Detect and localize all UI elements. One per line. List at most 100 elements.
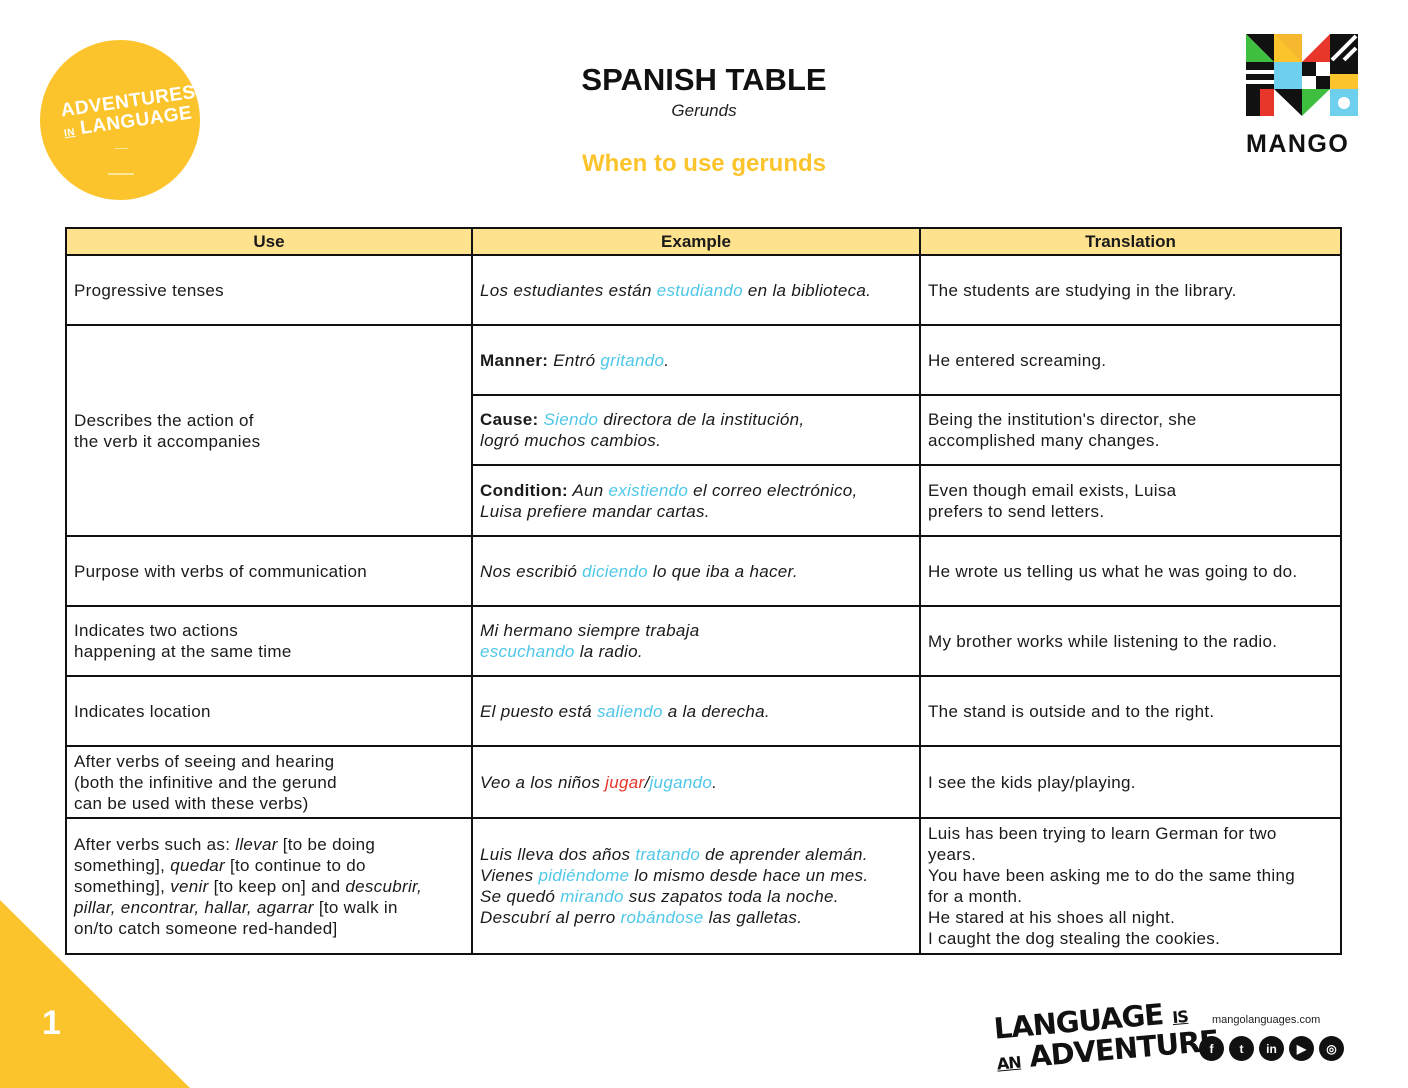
text-segment: [to continue to do something], — [74, 855, 366, 896]
gerund-text: escuchando — [480, 642, 575, 661]
instagram-icon[interactable]: ◎ — [1319, 1036, 1344, 1061]
text-segment: [to keep on] and — [208, 876, 346, 896]
text-segment: llevar — [235, 834, 278, 854]
translation-cell: My brother works while listening to the … — [919, 605, 1342, 677]
gerunds-table: Use Example Translation Progressive tens… — [65, 227, 1342, 955]
text-segment: Indicates two actions happening at the s… — [74, 621, 292, 661]
text-segment: [to be doing something], — [74, 834, 376, 875]
gerund-text: gritando — [600, 350, 665, 370]
text-segment: venir — [170, 876, 209, 896]
table-row: Indicates location El puesto está saliend… — [65, 675, 1342, 747]
table-row: Indicates two actions happening at the s… — [65, 605, 1342, 677]
infinitive-text: jugar — [605, 772, 645, 792]
text-segment: de aprender alemán. Vienes — [480, 845, 868, 885]
text-segment: la radio. — [574, 642, 643, 661]
text-segment: lo que iba a hacer. — [647, 561, 798, 581]
text-segment: quedar — [170, 855, 225, 875]
page-subtitle: Gerunds — [671, 101, 737, 120]
gerund-text: estudiando — [656, 280, 743, 300]
text-segment: El puesto está — [480, 701, 597, 721]
gerund-text: jugando — [649, 772, 713, 792]
table-row: Purpose with verbs of communication Nos e… — [65, 535, 1342, 607]
translation-cell: Luis has been trying to learn German for… — [919, 817, 1342, 955]
table-row: After verbs such as: llevar [to be doing… — [65, 817, 1342, 955]
table-row: Condition: Aun existiendo el correo elec… — [66, 464, 1342, 537]
translation-cell: He wrote us telling us what he was going… — [919, 535, 1342, 607]
example-cell: Nos escribió diciendo lo que iba a hacer… — [471, 535, 921, 607]
translation-cell: He entered screaming. — [919, 324, 1342, 396]
text-segment: Progressive tenses — [74, 280, 224, 300]
adventures-in-language-logo: ADVENTURES IN LANGUAGE — [40, 40, 200, 200]
mango-wordmark: MANGO — [1246, 130, 1350, 158]
text-segment: lo mismo desde hace un mes. Se quedó — [480, 866, 869, 906]
website-link[interactable]: mangolanguages.com — [1212, 1014, 1321, 1026]
translation-cell: The stand is outside and to the right. — [919, 675, 1342, 747]
text-segment: a la derecha. — [662, 701, 770, 721]
text-segment: . — [712, 772, 718, 792]
text-segment: Los estudiantes están — [480, 280, 657, 300]
use-cell: Indicates two actions happening at the s… — [65, 605, 473, 677]
linkedin-icon[interactable]: in — [1259, 1036, 1284, 1061]
text-segment: After verbs of seeing and hearing (both … — [74, 751, 337, 813]
text-segment: . — [664, 350, 670, 370]
text-segment: en la biblioteca. — [742, 280, 872, 300]
text-segment: Describes the action of the verb it acco… — [74, 410, 261, 451]
table-header-row: Use Example Translation — [65, 227, 1342, 256]
table-row: Cause: Siendo directora de la institució… — [66, 394, 1342, 466]
gerund-text: saliendo — [596, 701, 663, 721]
page-title: SPANISH TABLE — [581, 62, 827, 97]
label-text: Cause: — [480, 410, 539, 429]
table-row: After verbs of seeing and hearing (both … — [65, 745, 1342, 819]
text-segment: [to walk in on/to catch someone red-hand… — [74, 897, 398, 938]
facebook-icon[interactable]: f — [1199, 1036, 1224, 1061]
label-text: Manner: — [480, 350, 549, 370]
mango-logo-icon — [1246, 34, 1358, 116]
text-segment: Veo a los niños — [480, 772, 606, 792]
gerund-text: pidiéndome — [538, 866, 630, 885]
use-cell: Progressive tenses — [65, 254, 473, 326]
text-segment: sus zapatos toda la noche. Descubrí al p… — [480, 887, 839, 927]
text-segment: descubrir, pillar, encontrar, hallar, ag… — [74, 876, 423, 917]
example-cell: Los estudiantes están estudiando en la b… — [471, 254, 921, 326]
text-segment: directora de la institución, logró mucho… — [480, 410, 805, 450]
text-segment: Purpose with verbs of communication — [74, 561, 368, 581]
table-row: Describes the action of the verb it acco… — [65, 324, 1342, 537]
text-segment: / — [644, 772, 650, 792]
text-segment: Nos escribió — [480, 561, 583, 581]
youtube-icon[interactable]: ▶ — [1289, 1036, 1314, 1061]
text-segment: Aun — [567, 480, 609, 500]
text-segment: las galletas. — [703, 908, 803, 927]
twitter-icon[interactable]: t — [1229, 1036, 1254, 1061]
table-row: Progressive tenses Los estudiantes están … — [65, 254, 1342, 326]
translation-cell: I see the kids play/playing. — [919, 745, 1342, 819]
translation-cell: Being the institution's director, she ac… — [919, 394, 1342, 466]
social-links: f t in ▶ ◎ — [1199, 1036, 1344, 1061]
text-segment: After verbs such as: — [74, 834, 236, 854]
example-cell: Veo a los niños jugar/jugando. — [471, 745, 921, 819]
page-number: 1 — [42, 1004, 61, 1042]
example-cell: El puesto está saliendo a la derecha. — [471, 675, 921, 747]
section-title: When to use gerunds — [581, 150, 826, 177]
example-cell: Condition: Aun existiendo el correo elec… — [471, 464, 921, 537]
language-is-an-adventure-logo: LANGUAGE IS AN ADVENTURE — [992, 997, 1220, 1074]
column-header-use: Use — [65, 227, 473, 256]
example-cell: Mi hermano siempre trabaja escuchando la… — [471, 605, 921, 677]
gerund-text: existiendo — [608, 480, 689, 500]
text-segment: Luis lleva dos años — [480, 845, 636, 864]
text-segment: Mi hermano siempre trabaja — [480, 621, 700, 640]
use-cell: Describes the action of the verb it acco… — [65, 324, 473, 537]
gerund-text: robándose — [620, 908, 704, 927]
use-cell: Purpose with verbs of communication — [65, 535, 473, 607]
use-cell: After verbs of seeing and hearing (both … — [65, 745, 473, 819]
text-segment: Indicates location — [74, 701, 211, 721]
example-cell: Manner: Entró gritando. — [471, 324, 921, 396]
use-cell: After verbs such as: llevar [to be doing… — [65, 817, 473, 955]
translation-cell: The students are studying in the library… — [919, 254, 1342, 326]
text-segment: Entró — [548, 350, 601, 370]
gerund-text: Siendo — [543, 410, 599, 429]
column-header-example: Example — [471, 227, 921, 256]
text-segment: el correo electrónico, Luisa prefiere ma… — [480, 480, 858, 521]
label-text: Condition: — [480, 480, 568, 500]
example-cell: Luis lleva dos años tratando de aprender… — [471, 817, 921, 955]
column-header-translation: Translation — [919, 227, 1342, 256]
